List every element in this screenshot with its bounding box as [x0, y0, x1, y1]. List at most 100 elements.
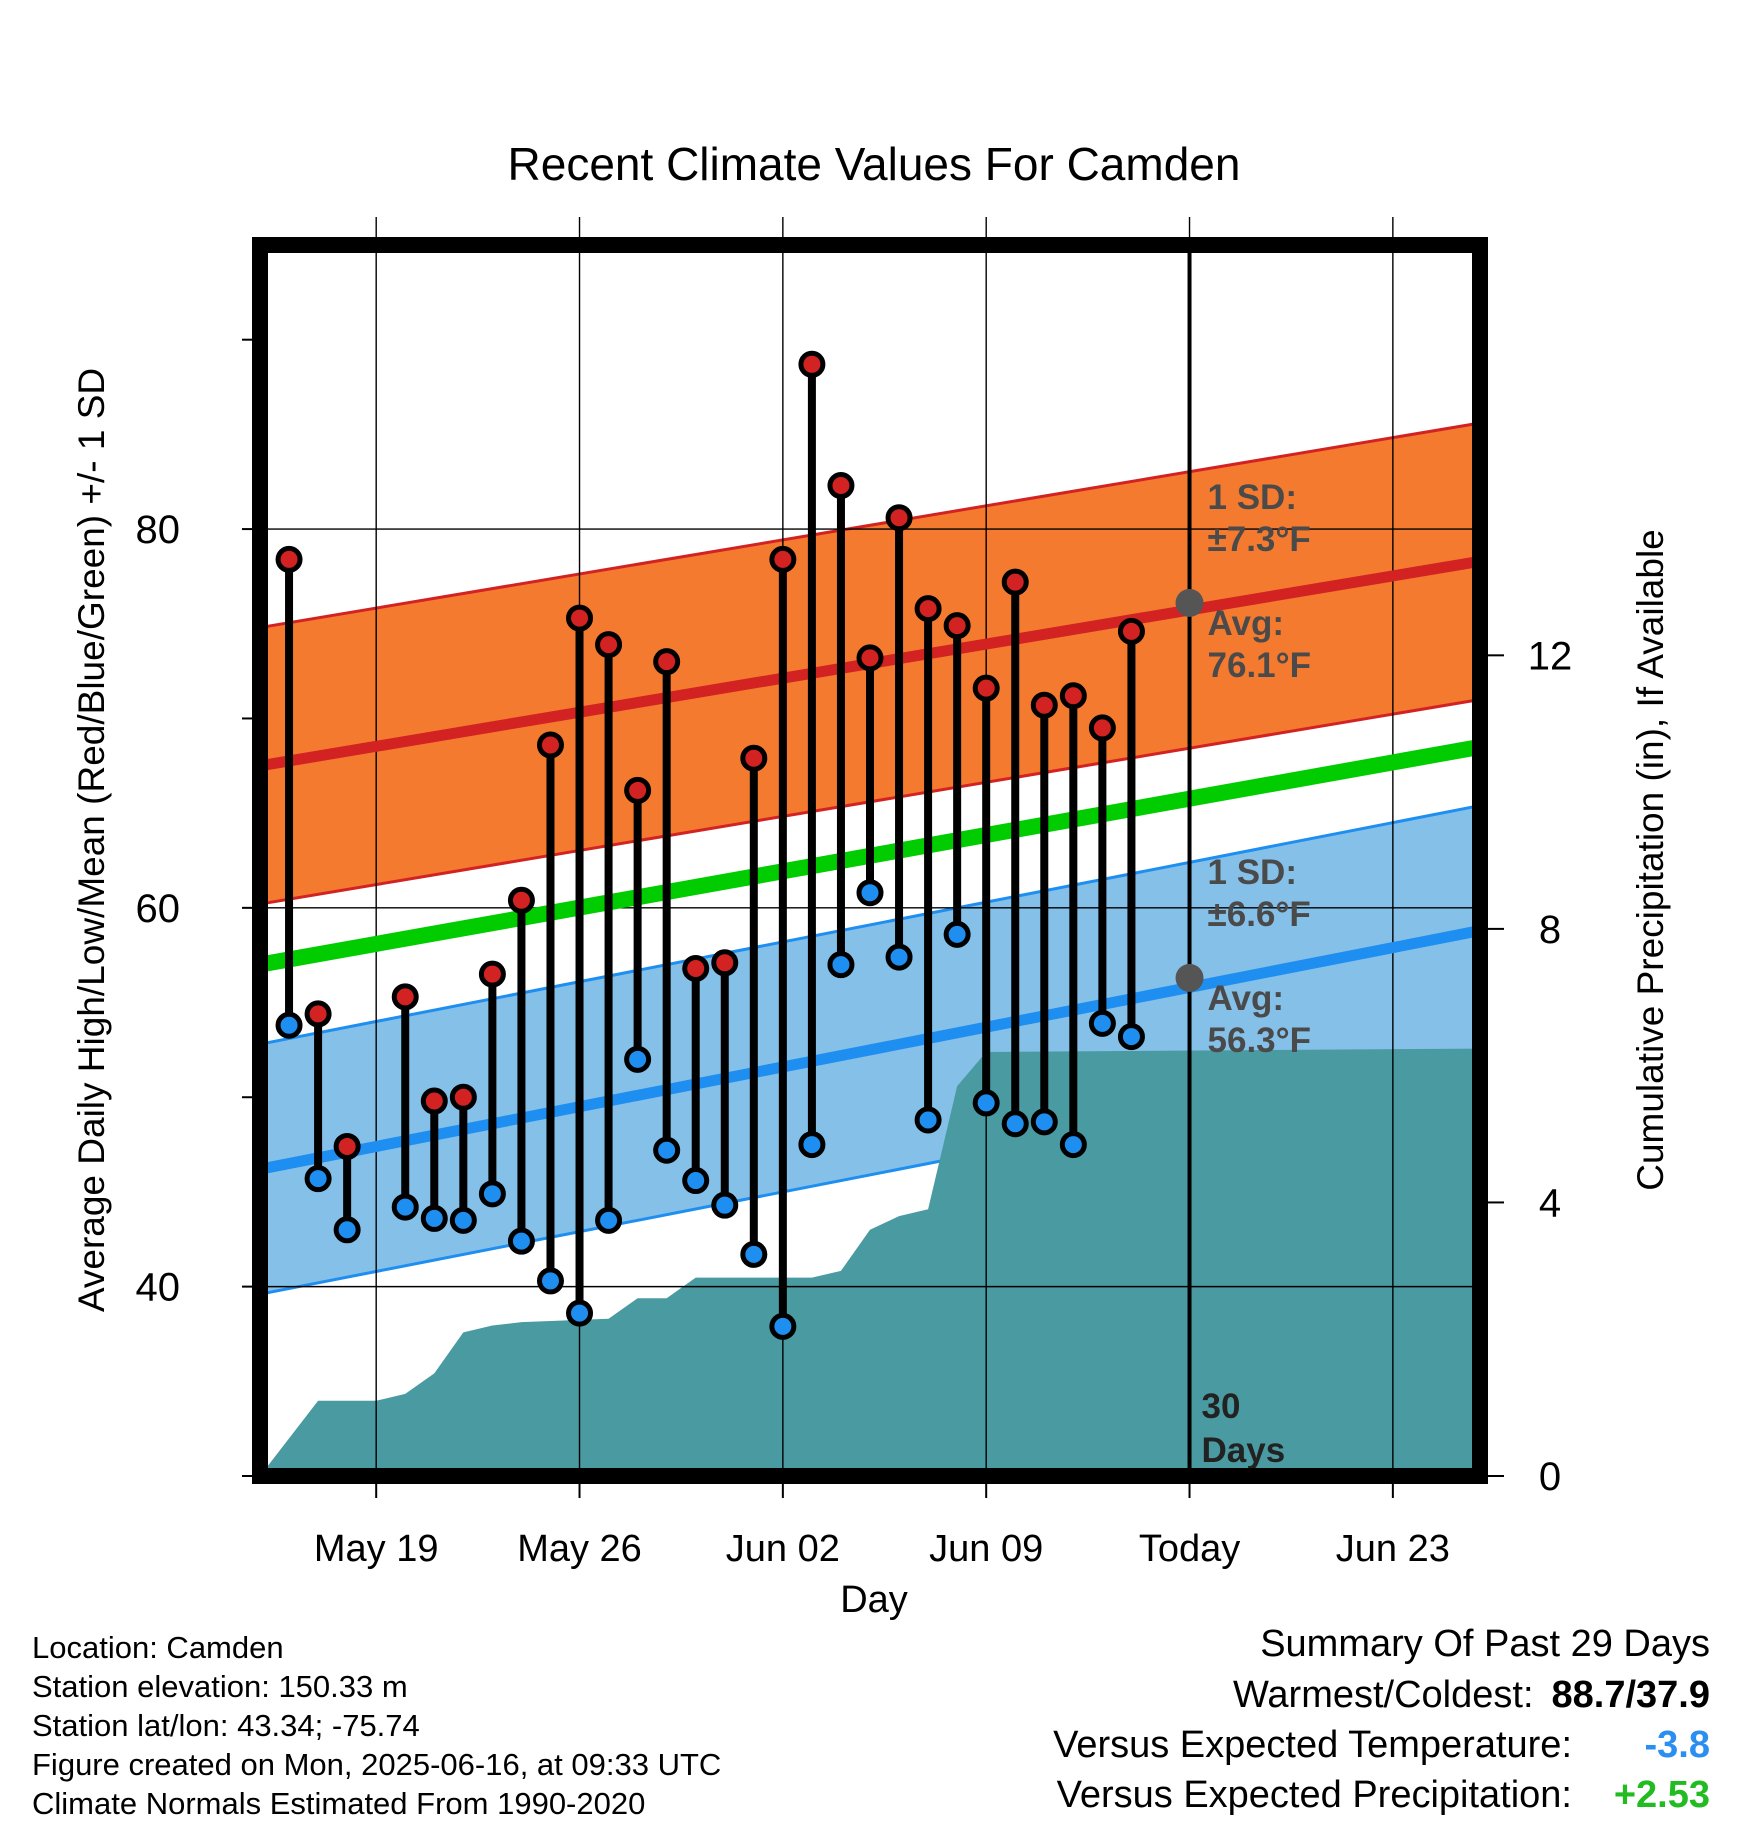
- daily-low-point-12: [653, 1136, 681, 1164]
- daily-high-point-19: [856, 644, 884, 672]
- created-text: Figure created on Mon, 2025-06-16, at 09…: [32, 1747, 722, 1782]
- daily-high-point-7: [507, 886, 535, 914]
- daily-high-point-9: [566, 604, 594, 632]
- normal-low-avg-label: Avg:: [1208, 979, 1284, 1018]
- daily-high-point-11: [624, 776, 652, 804]
- daily-high-point-16: [769, 545, 797, 573]
- normal-low-avg-value: 56.3°F: [1208, 1021, 1312, 1060]
- temp-value: -3.8: [1644, 1724, 1710, 1766]
- daily-high-point-23: [972, 674, 1000, 702]
- daily-high-point-6: [478, 960, 506, 988]
- daily-high-point-0: [275, 545, 303, 573]
- temp-label: Versus Expected Temperature:: [1053, 1724, 1572, 1766]
- daily-high-point-24: [1001, 568, 1029, 596]
- precip-area: [260, 1048, 1480, 1476]
- daily-high-point-28: [1117, 617, 1145, 645]
- daily-low-point-20: [885, 943, 913, 971]
- summary-title: Summary Of Past 29 Days: [1260, 1623, 1710, 1665]
- y-left-tick-label-2: 80: [136, 508, 181, 552]
- daily-high-point-25: [1030, 691, 1058, 719]
- normal-high-avg-label: Avg:: [1208, 604, 1284, 643]
- daily-high-point-12: [653, 648, 681, 676]
- today-label: 30 Days: [1202, 1387, 1286, 1470]
- daily-low-point-27: [1088, 1009, 1116, 1037]
- daily-high-point-8: [536, 731, 564, 759]
- daily-low-point-23: [972, 1089, 1000, 1117]
- daily-low-point-17: [798, 1131, 826, 1159]
- daily-high-point-20: [885, 504, 913, 532]
- daily-low-point-6: [478, 1180, 506, 1208]
- warm-cold-value: 88.7/37.9: [1551, 1674, 1710, 1716]
- daily-low-point-22: [943, 920, 971, 948]
- chart-title: Recent Climate Values For Camden: [508, 138, 1241, 190]
- location-text: Location: Camden: [32, 1630, 284, 1665]
- daily-low-point-13: [682, 1167, 710, 1195]
- daily-low-point-7: [507, 1227, 535, 1255]
- elevation-text: Station elevation: 150.33 m: [32, 1669, 408, 1704]
- daily-high-point-17: [798, 350, 826, 378]
- daily-low-point-1: [304, 1165, 332, 1193]
- daily-low-point-4: [420, 1204, 448, 1232]
- normal-high-today-avg-marker: [1175, 588, 1204, 617]
- precip-label: Versus Expected Precipitation:: [1056, 1774, 1572, 1816]
- daily-low-point-0: [275, 1011, 303, 1039]
- daily-low-point-9: [566, 1299, 594, 1327]
- normal-high-sd-value: ±7.3°F: [1208, 520, 1311, 559]
- latlon-text: Station lat/lon: 43.34; -75.74: [32, 1708, 420, 1743]
- x-tick-label-5: Jun 23: [1336, 1528, 1450, 1570]
- daily-high-point-14: [711, 949, 739, 977]
- normal-high-sd-label: 1 SD:: [1208, 478, 1297, 517]
- daily-low-point-11: [624, 1045, 652, 1073]
- daily-low-point-5: [449, 1206, 477, 1234]
- daily-low-point-24: [1001, 1110, 1029, 1138]
- summary-panel: Summary Of Past 29 Days Warmest/Coldest:…: [1053, 1618, 1710, 1820]
- y-axis-left-label: Average Daily High/Low/Mean (Red/Blue/Gr…: [71, 368, 112, 1312]
- daily-high-point-4: [420, 1087, 448, 1115]
- daily-low-point-2: [333, 1216, 361, 1244]
- daily-high-point-2: [333, 1132, 361, 1160]
- normal-low-band-upper: [259, 804, 1481, 1046]
- daily-low-point-28: [1117, 1023, 1145, 1051]
- daily-low-point-8: [536, 1267, 564, 1295]
- x-tick-label-0: May 19: [314, 1528, 439, 1570]
- normal-low-sd-value: ±6.6°F: [1208, 895, 1311, 934]
- daily-high-point-5: [449, 1083, 477, 1111]
- y-left-tick-label-0: 40: [136, 1266, 181, 1310]
- station-info: Location: Camden Station elevation: 150.…: [32, 1628, 721, 1823]
- daily-low-point-3: [391, 1193, 419, 1221]
- normals-text: Climate Normals Estimated From 1990-2020: [32, 1786, 646, 1821]
- y-right-tick-label-3: 12: [1528, 634, 1573, 678]
- x-axis-label: Day: [840, 1579, 908, 1620]
- plot-frame: [252, 237, 1488, 1484]
- y-right-tick-label-1: 4: [1539, 1181, 1561, 1225]
- y-left-tick-label-1: 60: [136, 887, 181, 931]
- x-tick-label-4: Today: [1139, 1528, 1240, 1570]
- summary-precip: Versus Expected Precipitation: +2.53: [1053, 1770, 1710, 1820]
- y-axis-right-label: Cumulative Precipitation (in), If Availa…: [1630, 529, 1671, 1191]
- daily-low-point-18: [827, 951, 855, 979]
- daily-low-point-25: [1030, 1108, 1058, 1136]
- normal-low-today-avg-marker: [1175, 963, 1204, 992]
- y-right-tick-label-0: 0: [1539, 1455, 1561, 1499]
- normal-high-band-upper: [259, 421, 1481, 630]
- y-right-tick-label-2: 8: [1539, 908, 1561, 952]
- daily-high-point-18: [827, 472, 855, 500]
- daily-high-point-21: [914, 595, 942, 623]
- daily-high-point-26: [1059, 682, 1087, 710]
- precip-value: +2.53: [1613, 1774, 1710, 1816]
- x-tick-label-3: Jun 09: [929, 1528, 1043, 1570]
- daily-low-point-10: [595, 1206, 623, 1234]
- daily-high-point-22: [943, 612, 971, 640]
- daily-high-point-1: [304, 1000, 332, 1028]
- daily-high-point-27: [1088, 714, 1116, 742]
- daily-low-point-15: [740, 1240, 768, 1268]
- daily-high-point-10: [595, 631, 623, 659]
- warm-cold-label: Warmest/Coldest:: [1232, 1674, 1534, 1716]
- summary-temp: Versus Expected Temperature: -3.8: [1053, 1720, 1710, 1770]
- x-tick-label-2: Jun 02: [726, 1528, 840, 1570]
- summary-warm-cold: Warmest/Coldest: 88.7/37.9: [1053, 1670, 1710, 1720]
- daily-low-point-26: [1059, 1131, 1087, 1159]
- daily-low-point-16: [769, 1312, 797, 1340]
- daily-low-point-14: [711, 1191, 739, 1219]
